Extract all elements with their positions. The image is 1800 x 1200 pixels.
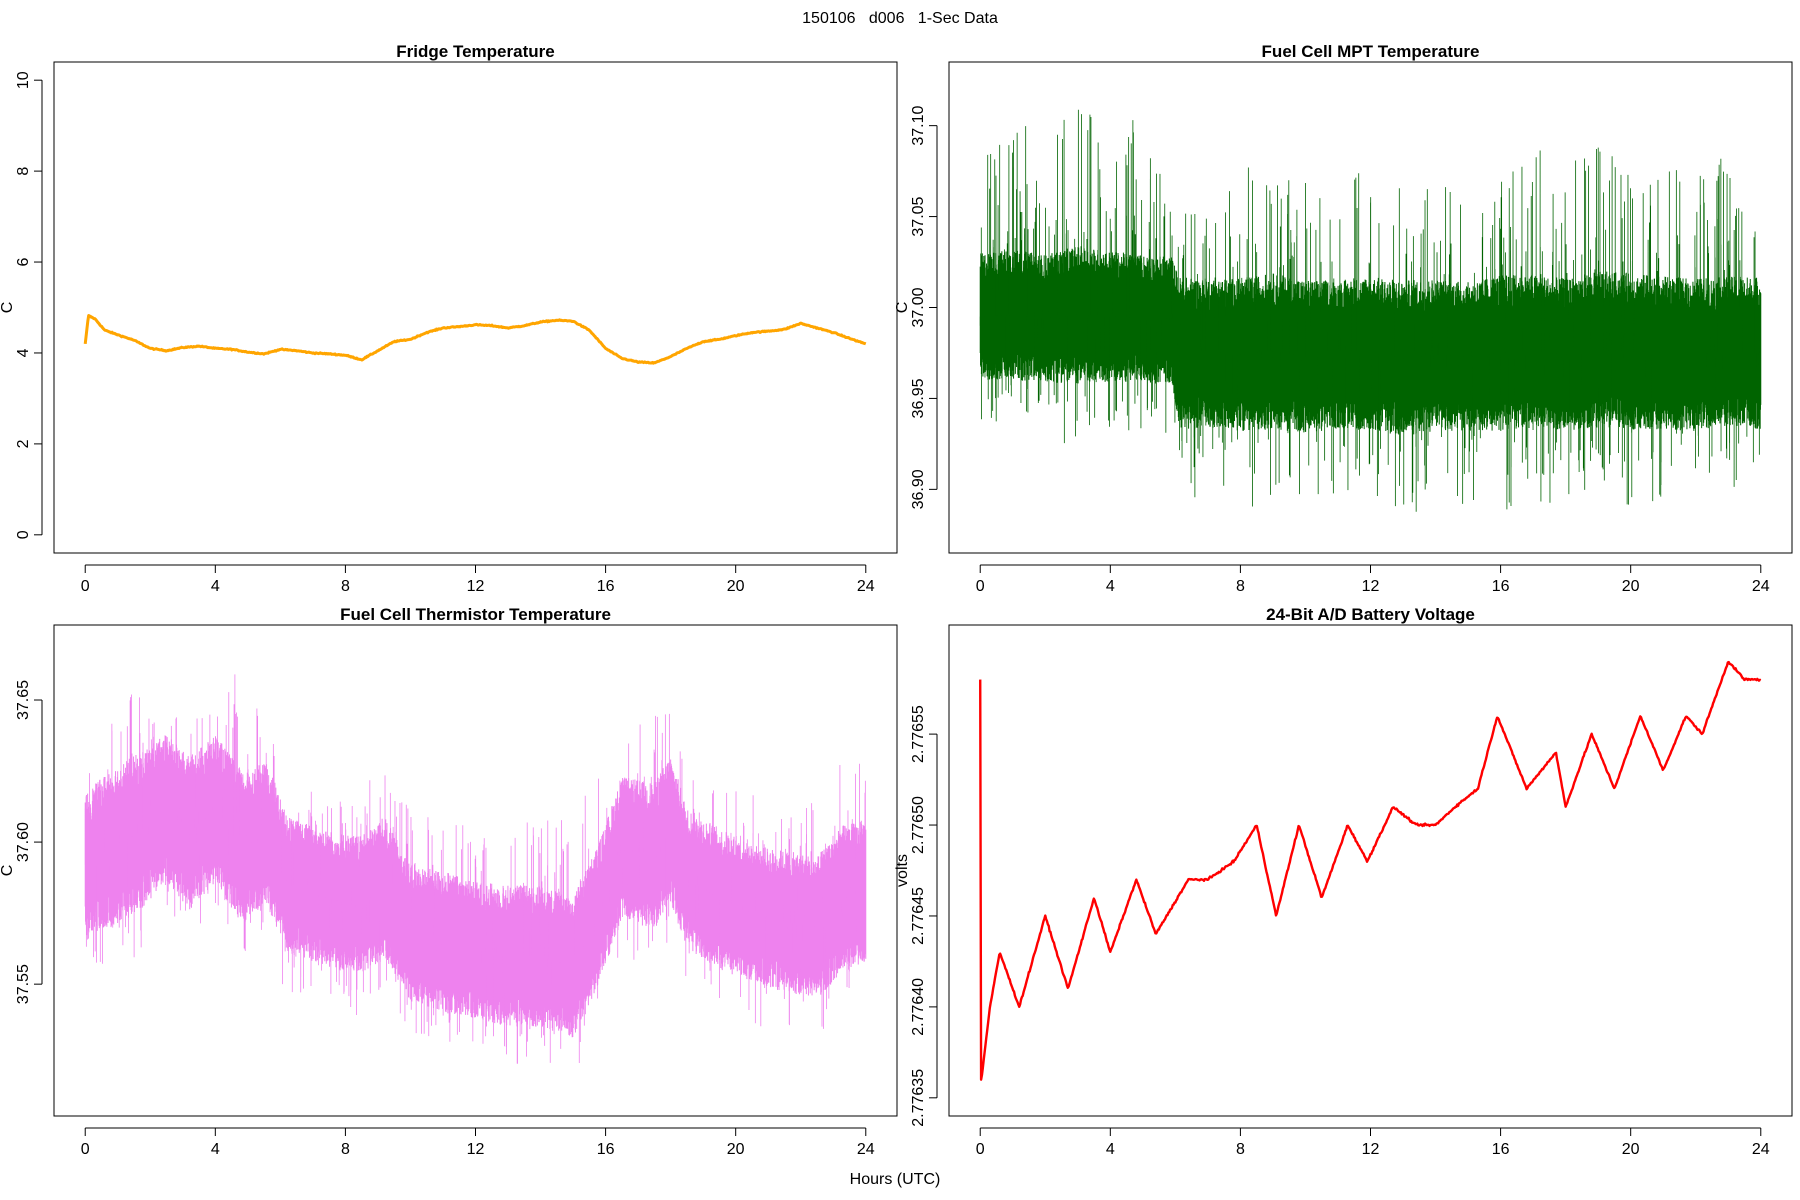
x-tick-label: 20 (727, 578, 745, 595)
series-line (979, 660, 1762, 1081)
x-tick-label: 24 (1752, 578, 1770, 595)
plot-frame (53, 624, 898, 1117)
data-layer (84, 674, 867, 1064)
y-tick-label: 10 (15, 71, 32, 89)
data-layer (979, 660, 1762, 1081)
x-tick-label: 8 (1236, 578, 1245, 595)
y-tick-label: 2.77635 (910, 1069, 927, 1127)
chart-title: 24-Bit A/D Battery Voltage (1266, 605, 1475, 624)
x-tick-label: 0 (976, 1141, 985, 1158)
y-tick-label: 8 (15, 167, 32, 176)
chart-panel-2: Fuel Cell MPT Temperature C 0 4 8 12 16 20 24 36.… (894, 42, 1793, 595)
x-tick-label: 4 (211, 1141, 220, 1158)
x-tick-label: 24 (1752, 1141, 1770, 1158)
y-tick-label: 4 (15, 348, 32, 357)
x-tick-label: 20 (1622, 1141, 1640, 1158)
y-tick-label: 2.77655 (910, 705, 927, 763)
y-tick-label: 37.10 (910, 106, 927, 146)
x-tick-label: 0 (81, 1141, 90, 1158)
y-tick-label: 36.95 (910, 378, 927, 418)
y-tick-label: 2.77645 (910, 887, 927, 945)
x-tick-label: 0 (976, 578, 985, 595)
x-tick-label: 16 (597, 578, 615, 595)
x-tick-label: 16 (1492, 578, 1510, 595)
x-tick-label: 8 (1236, 1141, 1245, 1158)
y-tick-label: 0 (15, 530, 32, 539)
y-axis-label: volts (894, 854, 911, 887)
chart-title: Fuel Cell MPT Temperature (1262, 42, 1480, 61)
y-tick-label: 37.05 (910, 196, 927, 236)
y-tick-label: 37.60 (15, 822, 32, 862)
x-tick-label: 12 (467, 578, 485, 595)
y-tick-label: 2.77650 (910, 796, 927, 854)
figure-title: 150106 d006 1-Sec Data (802, 10, 998, 27)
x-tick-label: 8 (341, 1141, 350, 1158)
y-axis-label: C (894, 302, 911, 314)
y-axis-label: C (0, 302, 16, 314)
series-line (83, 314, 867, 365)
chart-panel-4: 24-Bit A/D Battery Voltage volts 0 4 8 12 16 20… (894, 605, 1793, 1158)
x-tick-label: 4 (211, 578, 220, 595)
x-tick-label: 0 (81, 578, 90, 595)
x-tick-label: 12 (1362, 578, 1380, 595)
y-tick-label: 2.77640 (910, 978, 927, 1036)
x-tick-label: 20 (1622, 578, 1640, 595)
chart-title: Fuel Cell Thermistor Temperature (340, 605, 611, 624)
plot-frame (948, 61, 1793, 554)
y-tick-label: 36.90 (910, 469, 927, 509)
plot-frame (948, 624, 1793, 1117)
chart-panel-3: Fuel Cell Thermistor Temperature C 0 4 8 12 16… (0, 605, 898, 1158)
x-tick-label: 16 (1492, 1141, 1510, 1158)
series-spikes (84, 674, 866, 1064)
x-tick-label: 16 (597, 1141, 615, 1158)
y-tick-label: 37.00 (910, 287, 927, 327)
x-tick-label: 24 (857, 1141, 875, 1158)
y-tick-label: 2 (15, 439, 32, 448)
plot-frame (53, 61, 898, 554)
x-tick-label: 8 (341, 578, 350, 595)
x-tick-label: 12 (1362, 1141, 1380, 1158)
chart-title: Fridge Temperature (396, 42, 554, 61)
y-axis-label: C (0, 865, 16, 877)
x-tick-label: 12 (467, 1141, 485, 1158)
y-tick-label: 37.55 (15, 964, 32, 1004)
figure-xlabel: Hours (UTC) (850, 1171, 941, 1188)
data-layer (83, 314, 867, 365)
x-tick-label: 20 (727, 1141, 745, 1158)
data-layer (979, 109, 1762, 512)
y-tick-label: 37.65 (15, 680, 32, 720)
series-spikes (979, 109, 1761, 512)
x-tick-label: 4 (1106, 578, 1115, 595)
x-tick-label: 4 (1106, 1141, 1115, 1158)
y-tick-label: 6 (15, 257, 32, 266)
x-tick-label: 24 (857, 578, 875, 595)
